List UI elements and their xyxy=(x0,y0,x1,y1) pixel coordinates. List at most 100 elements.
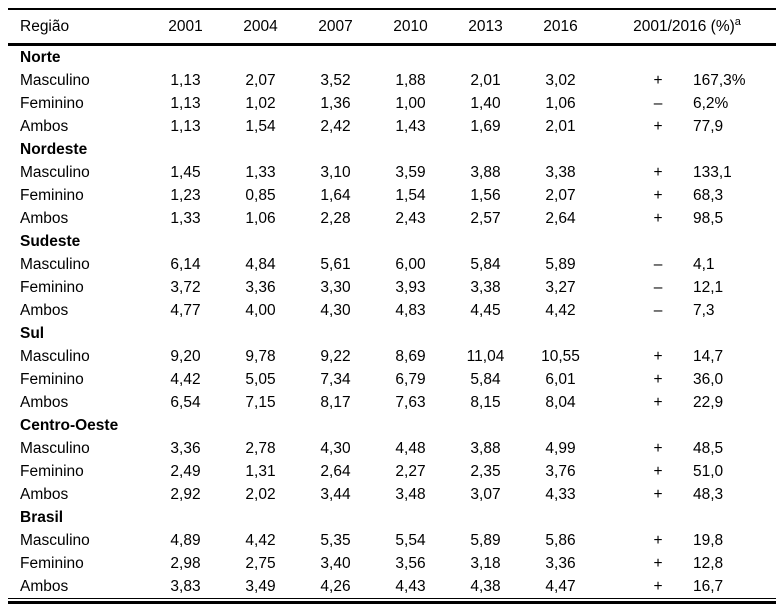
value-cell: 1,54 xyxy=(245,117,276,135)
row-label: Feminino xyxy=(20,462,84,480)
value-cell: 6,00 xyxy=(395,255,426,273)
value-cell: 4,84 xyxy=(245,255,276,273)
change-cell: – 6,2% xyxy=(598,92,776,115)
change-value: 77,9 xyxy=(693,117,724,135)
value-cell: 2,35 xyxy=(470,462,501,480)
change-sign: + xyxy=(653,209,663,227)
value-cell: 5,54 xyxy=(395,531,426,549)
value-cell: 4,83 xyxy=(395,301,426,319)
value-cell: 1,06 xyxy=(545,94,576,112)
change-sign: + xyxy=(653,163,663,181)
value-cell: 1,31 xyxy=(245,462,276,480)
section-name: Norte xyxy=(20,48,61,66)
value-cell: 2,42 xyxy=(320,117,351,135)
value-cell: 1,33 xyxy=(170,209,201,227)
change-cell: +48,3 xyxy=(598,483,776,506)
change-value: 51,0 xyxy=(693,462,724,480)
column-header-year: 2007 xyxy=(298,8,373,46)
row-label: Masculino xyxy=(20,71,90,89)
value-cell: 4,42 xyxy=(170,370,201,388)
change-sign: + xyxy=(653,531,663,549)
value-cell: 3,27 xyxy=(545,278,576,296)
change-value: 22,9 xyxy=(693,393,724,411)
change-value: 7,3 xyxy=(693,301,715,319)
row-label: Ambos xyxy=(20,393,69,411)
column-header-year: 2001 xyxy=(148,8,223,46)
value-cell: 2,07 xyxy=(545,186,576,204)
value-cell: 8,69 xyxy=(395,347,426,365)
row-label: Feminino xyxy=(20,370,84,388)
row-label: Masculino xyxy=(20,163,90,181)
value-cell: 1,00 xyxy=(395,94,426,112)
change-value: 48,5 xyxy=(693,439,724,457)
table-row: Ambos 1,33 1,06 2,28 2,43 2,57 2,64 +98,5 xyxy=(8,207,776,230)
value-cell: 1,45 xyxy=(170,163,201,181)
section-name: Brasil xyxy=(20,508,64,526)
value-cell: 4,38 xyxy=(448,575,523,599)
value-cell: 3,44 xyxy=(320,485,351,503)
value-cell: 6,54 xyxy=(170,393,201,411)
value-cell: 7,63 xyxy=(395,393,426,411)
value-cell: 4,45 xyxy=(470,301,501,319)
value-cell: 2,75 xyxy=(245,554,276,572)
value-cell: 4,47 xyxy=(523,575,598,599)
table-row: Ambos 6,54 7,15 8,17 7,63 8,15 8,04 +22,9 xyxy=(8,391,776,414)
table-row: Feminino 3,72 3,36 3,30 3,93 3,38 3,27 – 12,1 xyxy=(8,276,776,299)
section-header-row: Norte xyxy=(8,45,776,70)
value-cell: 6,01 xyxy=(545,370,576,388)
value-cell: 1,69 xyxy=(470,117,501,135)
value-cell: 3,30 xyxy=(320,278,351,296)
change-cell: – 4,1 xyxy=(598,253,776,276)
value-cell: 5,35 xyxy=(320,531,351,549)
change-cell: +12,8 xyxy=(598,552,776,575)
value-cell: 1,23 xyxy=(170,186,201,204)
value-cell: 3,40 xyxy=(320,554,351,572)
value-cell: 1,88 xyxy=(395,71,426,89)
change-value: 48,3 xyxy=(693,485,724,503)
table-row: Masculino 6,14 4,84 5,61 6,00 5,84 5,89 – 4,1 xyxy=(8,253,776,276)
change-sign: + xyxy=(653,117,663,135)
value-cell: 3,49 xyxy=(223,575,298,599)
table-row: Masculino 9,20 9,78 9,22 8,69 11,04 10,55 +14,7 xyxy=(8,345,776,368)
value-cell: 8,17 xyxy=(320,393,351,411)
value-cell: 0,85 xyxy=(245,186,276,204)
table-row: Feminino 1,13 1,02 1,36 1,00 1,40 1,06 – 6,2% xyxy=(8,92,776,115)
change-sign: + xyxy=(653,370,663,388)
table-row: Feminino 1,23 0,85 1,64 1,54 1,56 2,07 +68,3 xyxy=(8,184,776,207)
value-cell: 1,43 xyxy=(395,117,426,135)
row-label: Ambos xyxy=(8,575,148,599)
table-row: Ambos 1,13 1,54 2,42 1,43 1,69 2,01 +77,9 xyxy=(8,115,776,138)
row-label: Ambos xyxy=(20,209,69,227)
statistics-table: Região 2001 2004 2007 2010 2013 2016 200… xyxy=(8,8,776,599)
value-cell: 2,07 xyxy=(245,71,276,89)
value-cell: 1,13 xyxy=(170,71,201,89)
value-cell: 4,48 xyxy=(395,439,426,457)
value-cell: 5,86 xyxy=(545,531,576,549)
row-label: Feminino xyxy=(20,554,84,572)
value-cell: 3,36 xyxy=(170,439,201,457)
change-cell: +133,1 xyxy=(598,161,776,184)
section-name: Centro-Oeste xyxy=(20,416,119,434)
value-cell: 5,89 xyxy=(545,255,576,273)
bottom-rule xyxy=(8,601,776,604)
value-cell: 4,26 xyxy=(298,575,373,599)
value-cell: 5,84 xyxy=(470,370,501,388)
section-header-row: Brasil xyxy=(8,506,776,529)
change-value: 19,8 xyxy=(693,531,724,549)
value-cell: 4,30 xyxy=(320,439,351,457)
change-value: 12,8 xyxy=(693,554,724,572)
row-label: Masculino xyxy=(20,347,90,365)
row-label: Feminino xyxy=(20,278,84,296)
section-header-row: Sudeste xyxy=(8,230,776,253)
value-cell: 3,18 xyxy=(470,554,501,572)
value-cell: 3,10 xyxy=(320,163,351,181)
change-sign: + xyxy=(653,577,663,595)
value-cell: 3,02 xyxy=(545,71,576,89)
value-cell: 2,64 xyxy=(320,462,351,480)
value-cell: 1,13 xyxy=(170,117,201,135)
value-cell: 1,33 xyxy=(245,163,276,181)
change-value: 16,7 xyxy=(693,577,724,595)
change-cell: +36,0 xyxy=(598,368,776,391)
table-row: Masculino 3,36 2,78 4,30 4,48 3,88 4,99 +48,5 xyxy=(8,437,776,460)
value-cell: 6,14 xyxy=(170,255,201,273)
